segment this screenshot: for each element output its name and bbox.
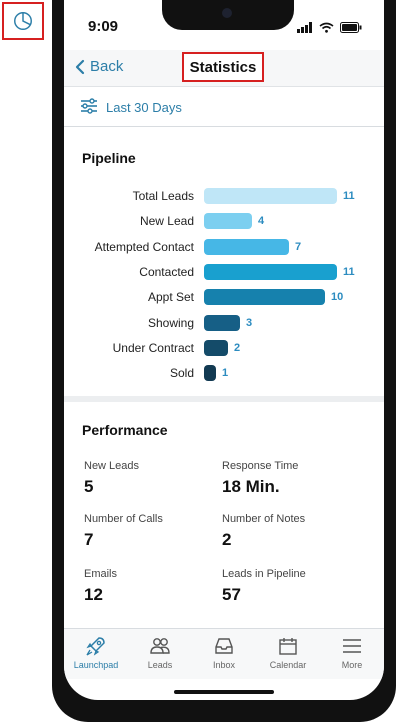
pipeline-label: Showing <box>147 316 194 330</box>
pipeline-value: 11 <box>343 190 355 202</box>
pipeline-label: Contacted <box>139 265 194 279</box>
pipeline-label: New Lead <box>139 214 194 228</box>
pipeline-bar <box>204 289 325 305</box>
tab-launchpad-label: Launchpad <box>73 660 119 670</box>
performance-value: 12 <box>84 585 103 604</box>
section-divider <box>64 396 384 402</box>
signal-icon <box>297 22 312 33</box>
tab-more[interactable]: More <box>320 633 384 679</box>
tab-inbox[interactable]: Inbox <box>192 633 256 679</box>
pie-chart-icon-glyph <box>14 12 32 30</box>
wifi-icon <box>319 22 334 33</box>
performance-title: Performance <box>82 422 168 438</box>
pipeline-bar <box>204 340 228 356</box>
date-filter[interactable]: Last 30 Days <box>64 88 384 127</box>
pipeline-label: Total Leads <box>132 189 194 203</box>
tab-more-label: More <box>341 660 363 670</box>
tab-calendar[interactable]: Calendar <box>256 633 320 679</box>
home-indicator <box>174 690 274 694</box>
performance-label: Number of Calls <box>84 513 163 525</box>
tab-inbox-label: Inbox <box>212 660 236 670</box>
pipeline-label: Sold <box>169 366 194 380</box>
status-icons <box>297 22 362 33</box>
performance-value: 18 Min. <box>222 477 280 496</box>
chevron-left-icon <box>75 59 85 74</box>
pipeline-value: 1 <box>222 367 229 379</box>
pipeline-bar <box>204 365 216 381</box>
pipeline-value: 7 <box>295 241 302 253</box>
performance-label: Number of Notes <box>222 513 306 525</box>
pipeline-value: 11 <box>343 266 355 278</box>
menu-icon <box>343 639 361 653</box>
notch <box>162 0 294 30</box>
pipeline-bar <box>204 188 337 204</box>
pipeline-label: Attempted Contact <box>94 240 194 254</box>
pipeline-value: 10 <box>331 291 344 303</box>
date-filter-label: Last 30 Days <box>106 100 182 115</box>
tab-launchpad[interactable]: Launchpad <box>64 633 128 679</box>
pipeline-bar <box>204 213 252 229</box>
tab-leads[interactable]: Leads <box>128 633 192 679</box>
nav-bar: Back Statistics <box>64 50 384 87</box>
inbox-icon <box>215 638 233 654</box>
performance-label: Leads in Pipeline <box>222 568 306 580</box>
page-title: Statistics <box>182 52 264 82</box>
tab-bar: Launchpad Leads Inbox <box>64 628 384 679</box>
calendar-icon <box>279 638 297 655</box>
pie-chart-icon[interactable] <box>2 2 44 40</box>
performance-value: 57 <box>222 585 241 604</box>
pipeline-value: 2 <box>234 342 241 354</box>
status-time: 9:09 <box>88 18 119 35</box>
people-icon <box>150 638 170 654</box>
performance-value: 7 <box>84 530 94 549</box>
phone-body: 9:09 <box>52 0 396 722</box>
performance-value: 2 <box>222 530 232 549</box>
performance-label: New Leads <box>84 460 140 472</box>
sliders-icon <box>81 98 97 114</box>
performance-label: Emails <box>84 568 118 580</box>
pipeline-value: 3 <box>246 317 253 329</box>
pipeline-bar <box>204 264 337 280</box>
pipeline-label: Under Contract <box>112 341 194 355</box>
status-bar: 9:09 <box>64 18 384 42</box>
left-strip <box>0 0 52 722</box>
pipeline-title: Pipeline <box>82 150 136 166</box>
pipeline-bar <box>204 239 289 255</box>
rocket-icon <box>86 637 105 656</box>
performance-label: Response Time <box>222 460 299 472</box>
performance-value: 5 <box>84 477 94 496</box>
battery-icon <box>340 22 362 33</box>
back-label: Back <box>90 58 124 75</box>
pipeline-chart: Total Leads 11 New Lead 4 Attempted Contact 7… <box>64 0 384 400</box>
pipeline-value: 4 <box>258 215 265 227</box>
back-button[interactable]: Back <box>74 58 123 75</box>
camera <box>222 8 232 18</box>
tab-calendar-label: Calendar <box>269 660 307 670</box>
pipeline-bar <box>204 315 240 331</box>
tab-leads-label: Leads <box>147 660 173 670</box>
pipeline-label: Appt Set <box>147 290 194 304</box>
phone-screen: 9:09 <box>64 0 384 700</box>
